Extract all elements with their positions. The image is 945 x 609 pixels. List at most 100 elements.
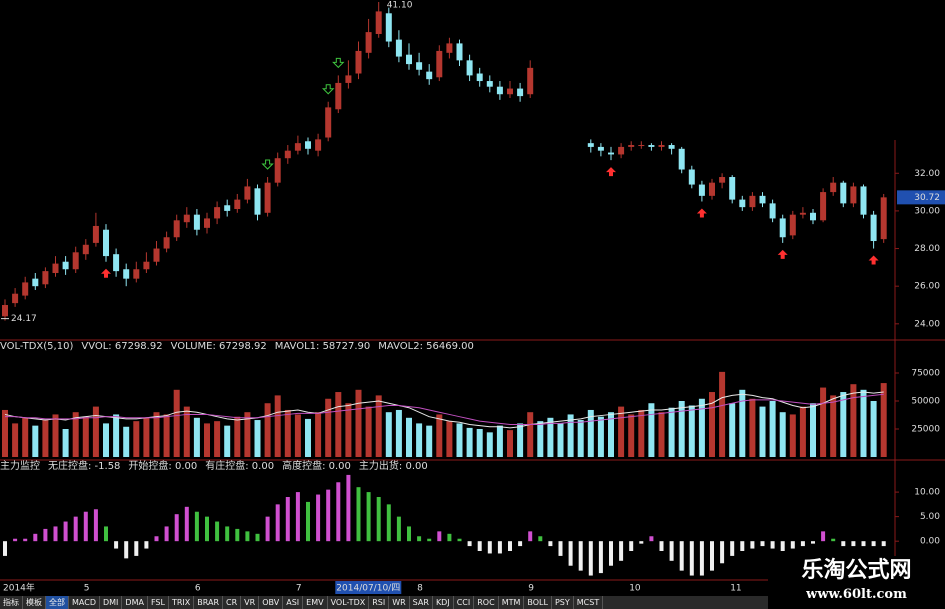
indicator-tab[interactable]: VOL-TDX bbox=[328, 596, 370, 609]
x-tick-label: 2014年 bbox=[3, 582, 35, 594]
bar bbox=[608, 412, 614, 457]
candle-body bbox=[32, 278, 39, 287]
bar bbox=[689, 541, 694, 576]
sell-signal bbox=[321, 84, 335, 95]
bar bbox=[2, 409, 8, 457]
candle-body bbox=[42, 271, 49, 285]
candle-body bbox=[264, 182, 271, 213]
bar bbox=[284, 409, 291, 457]
candle-body bbox=[850, 186, 857, 204]
indicator-tab[interactable]: 模板 bbox=[23, 596, 46, 609]
x-tick-label: 7 bbox=[296, 584, 302, 594]
indicator-tab[interactable]: VR bbox=[241, 596, 260, 609]
bar bbox=[416, 423, 423, 457]
candle-body bbox=[466, 60, 473, 76]
indicator-tab[interactable]: KDJ bbox=[433, 596, 454, 609]
bar bbox=[365, 406, 372, 457]
indicator-tab[interactable]: FSL bbox=[148, 596, 169, 609]
bar bbox=[739, 389, 746, 457]
buy-signal bbox=[696, 208, 707, 218]
candle-body bbox=[345, 75, 352, 83]
indicator-tab[interactable]: SAR bbox=[410, 596, 433, 609]
bar bbox=[789, 414, 796, 457]
indicator-tab[interactable]: 指标 bbox=[0, 596, 23, 609]
indicator-tab[interactable]: ASI bbox=[283, 596, 304, 609]
candle-body bbox=[668, 145, 675, 149]
bar bbox=[698, 398, 705, 457]
candle-body bbox=[123, 269, 130, 279]
y-tick-label: 26.00 bbox=[914, 282, 940, 292]
bar bbox=[154, 536, 159, 542]
candle-body bbox=[587, 143, 594, 147]
panel-header: 主力监控 bbox=[0, 459, 40, 472]
indicator-tab[interactable]: 全部 bbox=[46, 596, 69, 609]
indicator-tab[interactable]: MTM bbox=[499, 596, 525, 609]
bar bbox=[73, 516, 78, 542]
candle-body bbox=[143, 261, 150, 270]
bar bbox=[103, 423, 109, 457]
panel-header: 主力出货: 0.00 bbox=[359, 459, 428, 472]
bar bbox=[821, 531, 826, 542]
candle-body bbox=[870, 214, 877, 242]
bar bbox=[750, 541, 755, 549]
candle-body bbox=[183, 214, 190, 223]
bar bbox=[274, 395, 281, 457]
bar bbox=[567, 414, 574, 457]
indicator-tab[interactable]: DMA bbox=[122, 596, 148, 609]
candle-body bbox=[204, 218, 210, 228]
indicator-tab[interactable]: TRIX bbox=[169, 596, 195, 609]
bar bbox=[649, 536, 654, 542]
indicator-tab[interactable]: CR bbox=[223, 596, 242, 609]
candle-body bbox=[355, 50, 362, 74]
indicator-tab[interactable]: MCST bbox=[574, 596, 604, 609]
bar bbox=[336, 482, 341, 542]
indicator-tab[interactable]: BRAR bbox=[194, 596, 224, 609]
bar bbox=[507, 430, 513, 457]
indicator-tab[interactable]: PSY bbox=[552, 596, 574, 609]
bar bbox=[356, 487, 361, 542]
bar bbox=[619, 541, 624, 561]
bar bbox=[205, 516, 209, 542]
bar bbox=[496, 425, 503, 457]
indicator-tab[interactable]: CCI bbox=[454, 596, 475, 609]
candle-body bbox=[496, 86, 503, 95]
bar bbox=[306, 501, 310, 542]
y-tick-label: 10.00 bbox=[914, 488, 940, 498]
panel-header: 高度控盘: 0.00 bbox=[282, 459, 351, 472]
candle-body bbox=[294, 143, 301, 151]
bar bbox=[881, 541, 886, 547]
ma-line bbox=[4, 391, 884, 429]
bar bbox=[527, 412, 534, 457]
indicator-tab[interactable]: DMI bbox=[100, 596, 123, 609]
bar bbox=[124, 541, 129, 559]
candle-body bbox=[12, 293, 19, 304]
bar bbox=[799, 406, 806, 457]
bar bbox=[255, 533, 260, 542]
indicator-tab[interactable]: BOLL bbox=[524, 596, 552, 609]
bar bbox=[53, 526, 58, 542]
indicator-tab[interactable]: MACD bbox=[69, 596, 100, 609]
candle-body bbox=[618, 146, 625, 155]
candle-body bbox=[325, 107, 332, 138]
bar bbox=[860, 389, 867, 457]
bar bbox=[557, 423, 564, 457]
indicator-tab[interactable]: RSI bbox=[369, 596, 390, 609]
candle-body bbox=[749, 195, 756, 208]
bar bbox=[538, 536, 543, 542]
bar bbox=[537, 421, 544, 457]
bar bbox=[769, 401, 776, 457]
bar bbox=[32, 425, 39, 457]
candle-body bbox=[698, 184, 705, 196]
candle-body bbox=[688, 169, 695, 185]
indicator-tab[interactable]: EMV bbox=[303, 596, 328, 609]
indicator-tab[interactable]: ROC bbox=[474, 596, 499, 609]
indicator-tab[interactable]: WR bbox=[389, 596, 410, 609]
y-tick-label: 24.00 bbox=[914, 319, 940, 329]
indicator-tab[interactable]: OBV bbox=[259, 596, 284, 609]
bar bbox=[779, 412, 786, 457]
low-label: 24.17 bbox=[11, 314, 37, 324]
candle-body bbox=[799, 212, 806, 215]
bar bbox=[33, 533, 38, 542]
bar bbox=[578, 541, 583, 571]
bar bbox=[395, 409, 402, 457]
